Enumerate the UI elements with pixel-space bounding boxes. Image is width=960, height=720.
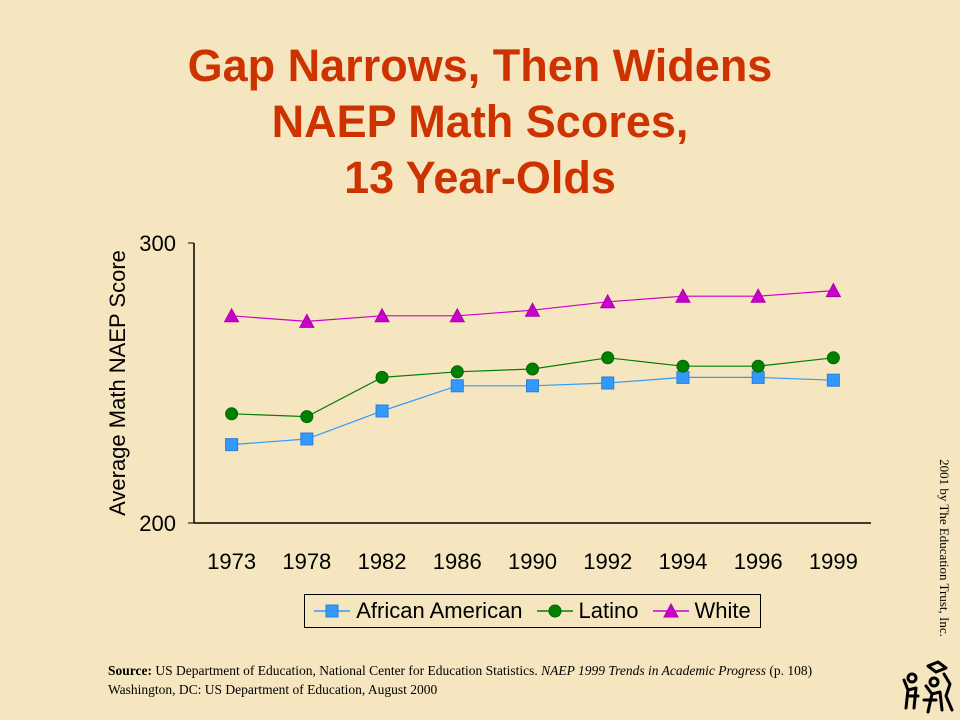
x-tick-label: 1992 [583, 549, 632, 574]
data-point-white [298, 313, 315, 328]
legend-label-african-american: African American [356, 598, 523, 623]
data-point-white [449, 307, 466, 323]
data-point-white [675, 288, 691, 303]
source-text-1: US Department of Education, National Cen… [152, 663, 542, 678]
source-line-2: Washington, DC: US Department of Educati… [108, 682, 438, 697]
data-point-african-american [751, 370, 765, 384]
data-point-latino [751, 359, 765, 373]
data-point-latino [450, 365, 464, 379]
x-tick-label: 1996 [734, 549, 783, 574]
data-point-white [750, 288, 767, 303]
title-line-3: 13 Year-Olds [344, 152, 616, 203]
legend-item-latino: Latino [536, 598, 639, 624]
title-line-1: Gap Narrows, Then Widens [187, 40, 773, 91]
legend-label-white: White [694, 598, 751, 623]
data-point-white [825, 282, 842, 298]
data-point-latino [676, 359, 690, 373]
data-point-african-american [375, 404, 389, 418]
data-point-african-american [450, 379, 464, 393]
data-point-latino [300, 410, 314, 424]
data-point-latino [826, 351, 840, 365]
data-point-african-american [676, 370, 690, 384]
chart-title: Gap Narrows, Then Widens NAEP Math Score… [0, 38, 960, 206]
data-point-african-american [300, 432, 314, 446]
data-point-african-american [225, 438, 239, 452]
copyright-notice: 2001 by The Education Trust, Inc. [937, 459, 952, 637]
source-text-2: (p. 108) [766, 663, 813, 678]
y-axis-label: Average Math NAEP Score [105, 250, 130, 516]
x-tick-label: 1982 [358, 549, 407, 574]
data-point-white [599, 293, 616, 309]
source-label: Source: [108, 663, 152, 678]
legend-item-white: White [652, 598, 751, 624]
data-point-african-american [601, 376, 615, 390]
data-point-african-american [826, 373, 840, 387]
x-tick-label: 1990 [508, 549, 557, 574]
x-tick-label: 1986 [433, 549, 482, 574]
data-point-white [223, 307, 240, 323]
title-line-2: NAEP Math Scores, [271, 96, 689, 147]
data-point-latino [601, 351, 615, 365]
education-trust-logo-icon [902, 660, 954, 714]
y-tick-label: 300 [139, 231, 176, 256]
x-tick-label: 1994 [658, 549, 707, 574]
source-citation: Source: US Department of Education, Nati… [108, 661, 908, 699]
data-point-latino [225, 407, 239, 421]
legend-item-african-american: African American [314, 598, 523, 624]
chart-legend: African American Latino White [304, 594, 761, 628]
x-tick-label: 1973 [207, 549, 256, 574]
x-tick-label: 1999 [809, 549, 858, 574]
square-marker-icon [314, 604, 351, 618]
data-point-latino [526, 362, 539, 376]
triangle-marker-icon [652, 603, 689, 618]
y-tick-label: 200 [139, 511, 176, 536]
data-point-white [374, 307, 390, 323]
data-point-latino [375, 370, 389, 384]
x-tick-label: 1978 [282, 549, 331, 574]
legend-label-latino: Latino [578, 598, 639, 623]
data-point-white [524, 302, 541, 317]
source-title: NAEP 1999 Trends in Academic Progress [541, 663, 767, 678]
data-point-african-american [526, 379, 539, 393]
circle-marker-icon [536, 604, 573, 618]
